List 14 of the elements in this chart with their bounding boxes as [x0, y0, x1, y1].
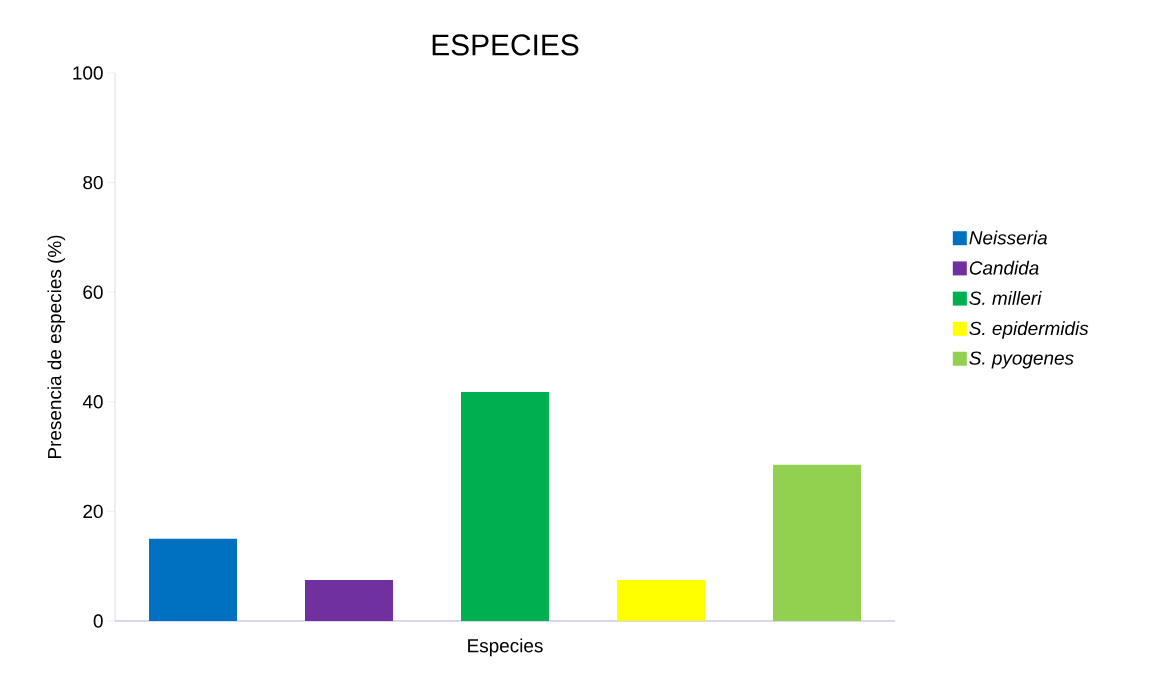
y-tick-label: 20 — [83, 504, 103, 519]
chart-title: ESPECIES — [432, 34, 579, 56]
legend-label: S. epidermidis — [969, 321, 1089, 339]
y-tick-label: 100 — [73, 66, 103, 80]
x-axis-title: Especies — [468, 638, 543, 657]
y-tick-label: 60 — [83, 285, 103, 299]
legend-label: Neisseria — [969, 230, 1048, 245]
y-tick-label: 0 — [93, 614, 103, 628]
y-tick-label: 40 — [82, 395, 103, 409]
legend-label: Candida — [969, 260, 1039, 275]
legend-label: S. milleri — [969, 291, 1042, 305]
legend-label: S. pyogenes — [969, 351, 1074, 369]
y-tick-label: 80 — [83, 175, 103, 190]
y-axis-title: Presencia de especies (%) — [47, 235, 66, 459]
